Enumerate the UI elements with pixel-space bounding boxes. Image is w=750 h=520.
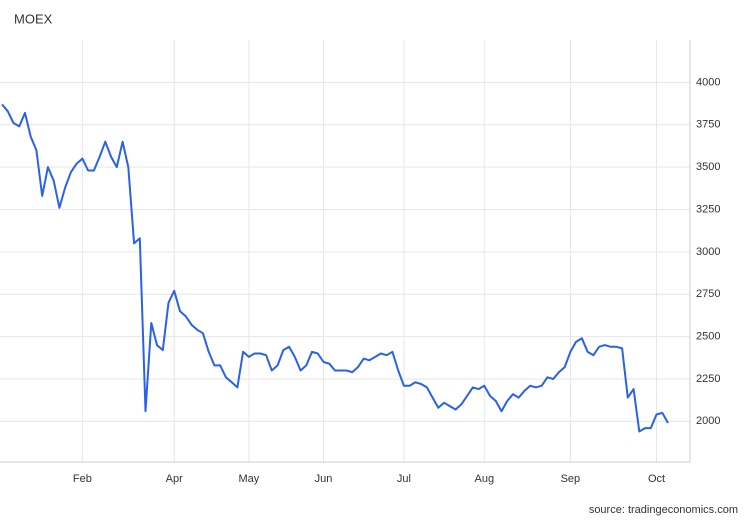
y-tick-label: 3000	[696, 246, 720, 258]
y-tick-label: 3750	[696, 119, 720, 131]
x-tick-label: Jul	[397, 473, 411, 485]
y-tick-label: 3250	[696, 203, 720, 215]
y-tick-label: 3500	[696, 161, 720, 173]
x-tick-label: Aug	[474, 473, 494, 485]
chart-title: MOEX	[14, 11, 53, 26]
x-tick-label: Feb	[73, 473, 92, 485]
x-tick-label: Jun	[315, 473, 333, 485]
y-tick-label: 2500	[696, 330, 720, 342]
x-tick-label: Oct	[648, 473, 665, 485]
y-tick-label: 4000	[696, 76, 720, 88]
x-tick-label: Sep	[561, 473, 581, 485]
y-tick-label: 2750	[696, 288, 720, 300]
source-note: source: tradingeconomics.com	[589, 504, 738, 516]
x-tick-label: May	[238, 473, 259, 485]
y-tick-label: 2250	[696, 373, 720, 385]
series-line	[1, 103, 669, 433]
x-tick-label: Apr	[166, 473, 183, 485]
y-tick-label: 2000	[696, 415, 720, 427]
